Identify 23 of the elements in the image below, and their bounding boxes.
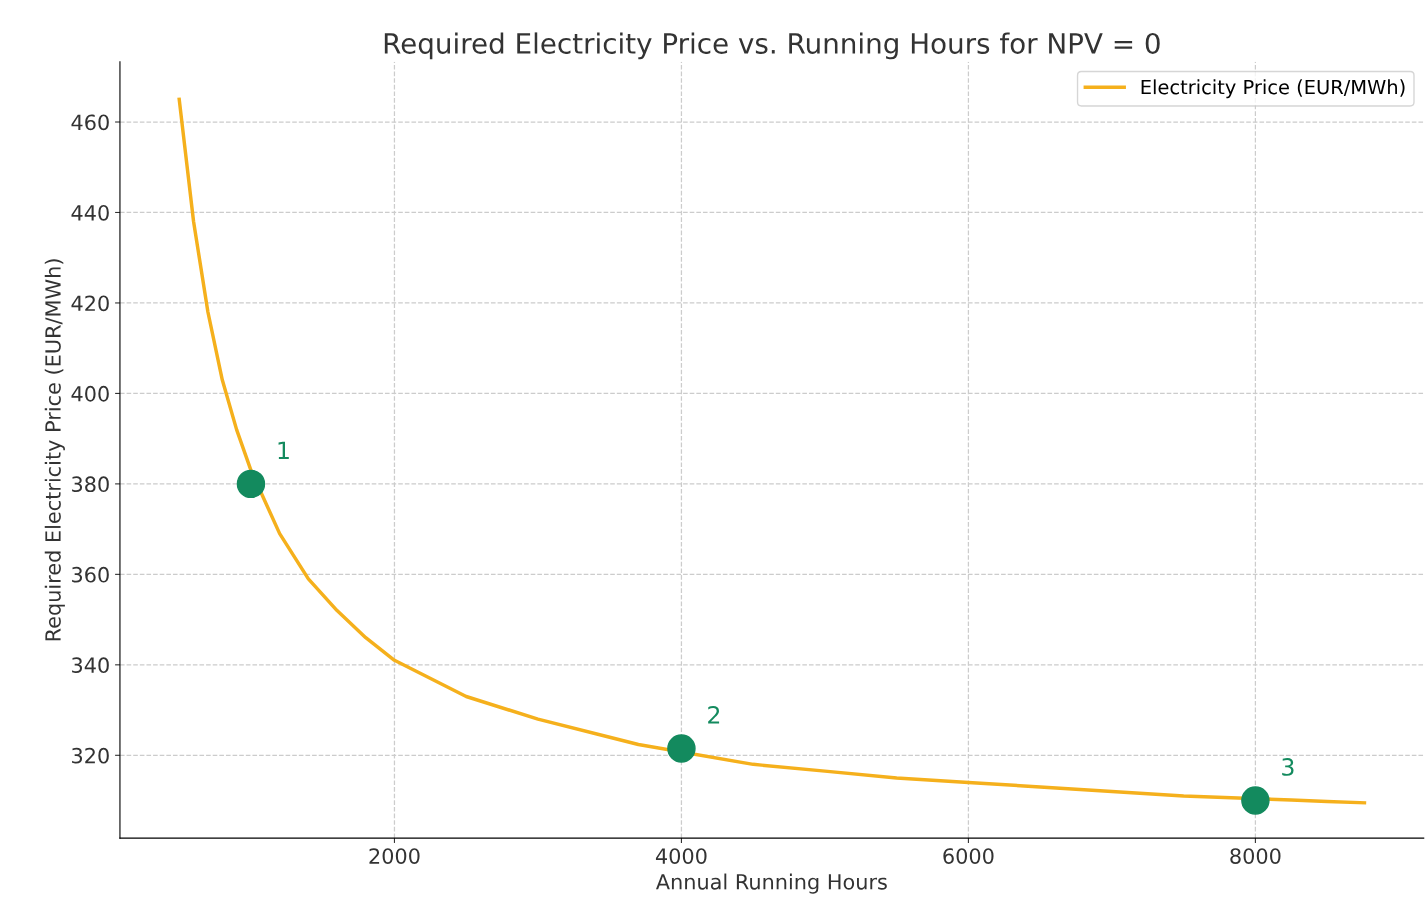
x-tick-label: 8000	[1230, 848, 1281, 864]
y-tick-label: 400	[71, 385, 109, 402]
legend-label: Electricity Price (EUR/MWh)	[1141, 79, 1405, 99]
x-axis-title: Annual Running Hours	[655, 873, 887, 894]
line-series	[177, 97, 1367, 805]
y-tick-label: 340	[72, 657, 109, 674]
x-tick-label: 2000	[369, 848, 420, 864]
y-tick-label: 440	[71, 204, 109, 221]
point	[236, 469, 266, 499]
chart-title: Required Electricity Price vs. Running Hours for NPV = 0	[384, 32, 1160, 60]
point	[1241, 786, 1270, 815]
y-tick-label: 460	[71, 114, 109, 131]
y-tick-label: 380	[72, 476, 109, 493]
y-axis-title: Required Electricity Price (EUR/MWh)	[44, 259, 65, 641]
x-tick-label: 4000	[655, 848, 707, 864]
x-tick-label: 6000	[943, 848, 994, 864]
point	[667, 734, 696, 763]
y-tick-label: 320	[72, 747, 109, 764]
y-tick-label: 420	[71, 295, 109, 312]
y-tick-label: 360	[72, 566, 109, 583]
annotation: 3	[1282, 758, 1294, 776]
annotation: 2	[708, 705, 720, 724]
annotation: 1	[278, 441, 289, 459]
